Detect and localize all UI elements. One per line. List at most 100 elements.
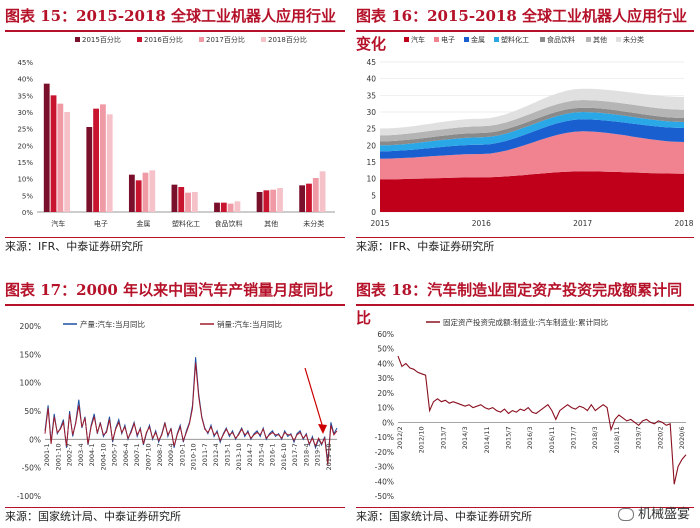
x-tick-label: 金属 [136, 219, 150, 228]
y-tick-label: 50% [377, 345, 394, 354]
x-tick-label: 2020/6 [678, 426, 686, 449]
x-tick-label: 汽车 [51, 219, 65, 228]
x-tick-label: 2015/7 [504, 426, 512, 449]
x-tick-label: 2010-1 [178, 443, 186, 466]
x-tick-label: 未分类 [303, 219, 324, 228]
y-tick-label: 60% [377, 330, 394, 339]
area-series [380, 171, 684, 212]
legend-label: 电子 [441, 35, 455, 44]
x-tick-label: 2001-1 [43, 443, 51, 466]
panel-chart-16: 图表 16：2015-2018 全球工业机器人应用行业变化 0 5 10 15 20 25… [356, 2, 694, 256]
bar-chart: 0% 5% 10% 15% 20% 25% 30% 35% 40% 45% 2015百分比 2016百… [17, 35, 335, 228]
x-tick-label: 其他 [264, 219, 278, 228]
legend-label: 金属 [471, 35, 485, 44]
x-tick-label: 2017/7 [570, 426, 578, 449]
legend-swatch [434, 37, 439, 42]
y-tick-label: 30% [17, 109, 33, 117]
panel-chart-15: 图表 15：2015-2018 全球工业机器人应用行业 0% 5% 10% 15% 20… [5, 2, 345, 256]
bar [93, 108, 100, 212]
y-tick-label: 10% [17, 176, 33, 184]
y-tick-label: 0 [371, 208, 376, 217]
area-series [380, 131, 684, 180]
bar [185, 192, 191, 212]
bar [306, 183, 312, 212]
y-tick-label: -40% [375, 477, 394, 486]
bar [128, 174, 135, 212]
x-tick-label: 2018-4 [302, 443, 310, 466]
x-tick-label: 2004-1 [88, 443, 96, 466]
y-tick-label: 5 [371, 191, 376, 200]
x-tick-label: 2013-1 [223, 443, 231, 466]
x-tick-label: 2004-10 [99, 443, 107, 470]
y-tick-label: 45% [17, 59, 33, 67]
y-tick-label: -10% [375, 433, 394, 442]
y-tick-label: 20% [377, 389, 394, 398]
legend-label: 固定资产投资完成额:制造业:汽车制造业:累计同比 [443, 317, 609, 327]
bar [100, 104, 106, 212]
y-tick-label: 35% [17, 92, 33, 100]
bar [43, 83, 50, 212]
bar [57, 103, 64, 212]
y-tick-label: -100% [17, 492, 41, 501]
x-tick-label: 2019-1 [314, 443, 322, 466]
y-tick-label: 0% [29, 435, 41, 444]
y-tick-label: 15% [17, 159, 33, 167]
y-tick-label: -20% [375, 448, 394, 457]
bar [64, 112, 71, 212]
legend-swatch [137, 37, 142, 42]
panel-chart-17: 图表 17：2000 年以来中国汽车产销量月度同比 -100% -50% 0% 50%… [5, 276, 345, 526]
chart-title: 图表 17：2000 年以来中国汽车产销量月度同比 [5, 276, 345, 306]
legend-label: 其他 [593, 35, 607, 44]
legend-label: 未分类 [623, 35, 644, 44]
annotation-arrow [304, 367, 324, 429]
line-chart: -100% -50% 0% 50% 100% 150% 200% 2001-1 2001-10 2… [17, 319, 338, 501]
annotation-arrowhead [318, 424, 327, 434]
y-tick-label: 10 [366, 175, 376, 184]
x-tick-label: 2018/3 [591, 426, 599, 449]
x-tick-label: 2012/10 [418, 426, 426, 453]
bar [270, 189, 277, 212]
y-tick-label: 30 [366, 108, 376, 117]
x-tick-label: 2014-7 [246, 443, 254, 466]
x-tick-label: 2012/2 [396, 426, 404, 449]
x-tick-label: 2012-4 [212, 443, 220, 466]
bar [277, 188, 283, 212]
x-tick-label: 2002-7 [66, 443, 74, 466]
y-tick-label: 50% [24, 407, 41, 416]
y-tick-label: 0% [382, 418, 394, 427]
legend-label: 汽车 [411, 35, 425, 44]
area-series [380, 107, 684, 146]
x-tick-label: 2001-10 [54, 443, 62, 470]
chart-source: 来源：国家统计局、中泰证券研究所 [5, 507, 345, 526]
legend-label: 销量:汽车:当月同比 [217, 319, 283, 329]
y-tick-label: 20 [366, 141, 376, 150]
watermark: 机械盛宴 [617, 503, 690, 522]
x-tick-label: 2017 [573, 219, 592, 228]
x-tick-label: 2017-7 [291, 443, 299, 466]
y-tick-label: 40% [17, 76, 33, 84]
x-tick-label: 2019/7 [635, 426, 643, 449]
y-tick-label: 0% [22, 209, 33, 217]
chart-title: 图表 16：2015-2018 全球工业机器人应用行业变化 [356, 2, 694, 53]
chart-title: 图表 18：汽车制造业固定资产投资完成额累计同比 [356, 276, 694, 327]
bar [220, 202, 227, 212]
bar [171, 184, 178, 212]
line-series [397, 355, 687, 485]
x-tick-label: 2016/11 [548, 426, 556, 453]
x-tick-label: 2013/7 [439, 426, 447, 449]
x-tick-label: 2010-10 [190, 443, 198, 470]
line-chart: -50% -40% -30% -20% -10% 0% 10% 20% 30% 40% 50% 60%… [375, 317, 687, 501]
bar [106, 114, 113, 212]
x-tick-label: 2015-4 [257, 443, 265, 466]
y-tick-label: -50% [375, 492, 394, 501]
x-tick-label: 2016/3 [526, 426, 534, 449]
y-tick-label: 150% [20, 350, 41, 359]
x-tick-label: 2006-4 [122, 443, 130, 466]
y-tick-label: 10% [377, 404, 394, 413]
bar [312, 178, 319, 212]
line-series [44, 362, 338, 465]
y-tick-label: 25% [17, 126, 33, 134]
bar [178, 187, 185, 212]
y-tick-label: 20% [17, 142, 33, 150]
watermark-label: 机械盛宴 [637, 507, 690, 522]
